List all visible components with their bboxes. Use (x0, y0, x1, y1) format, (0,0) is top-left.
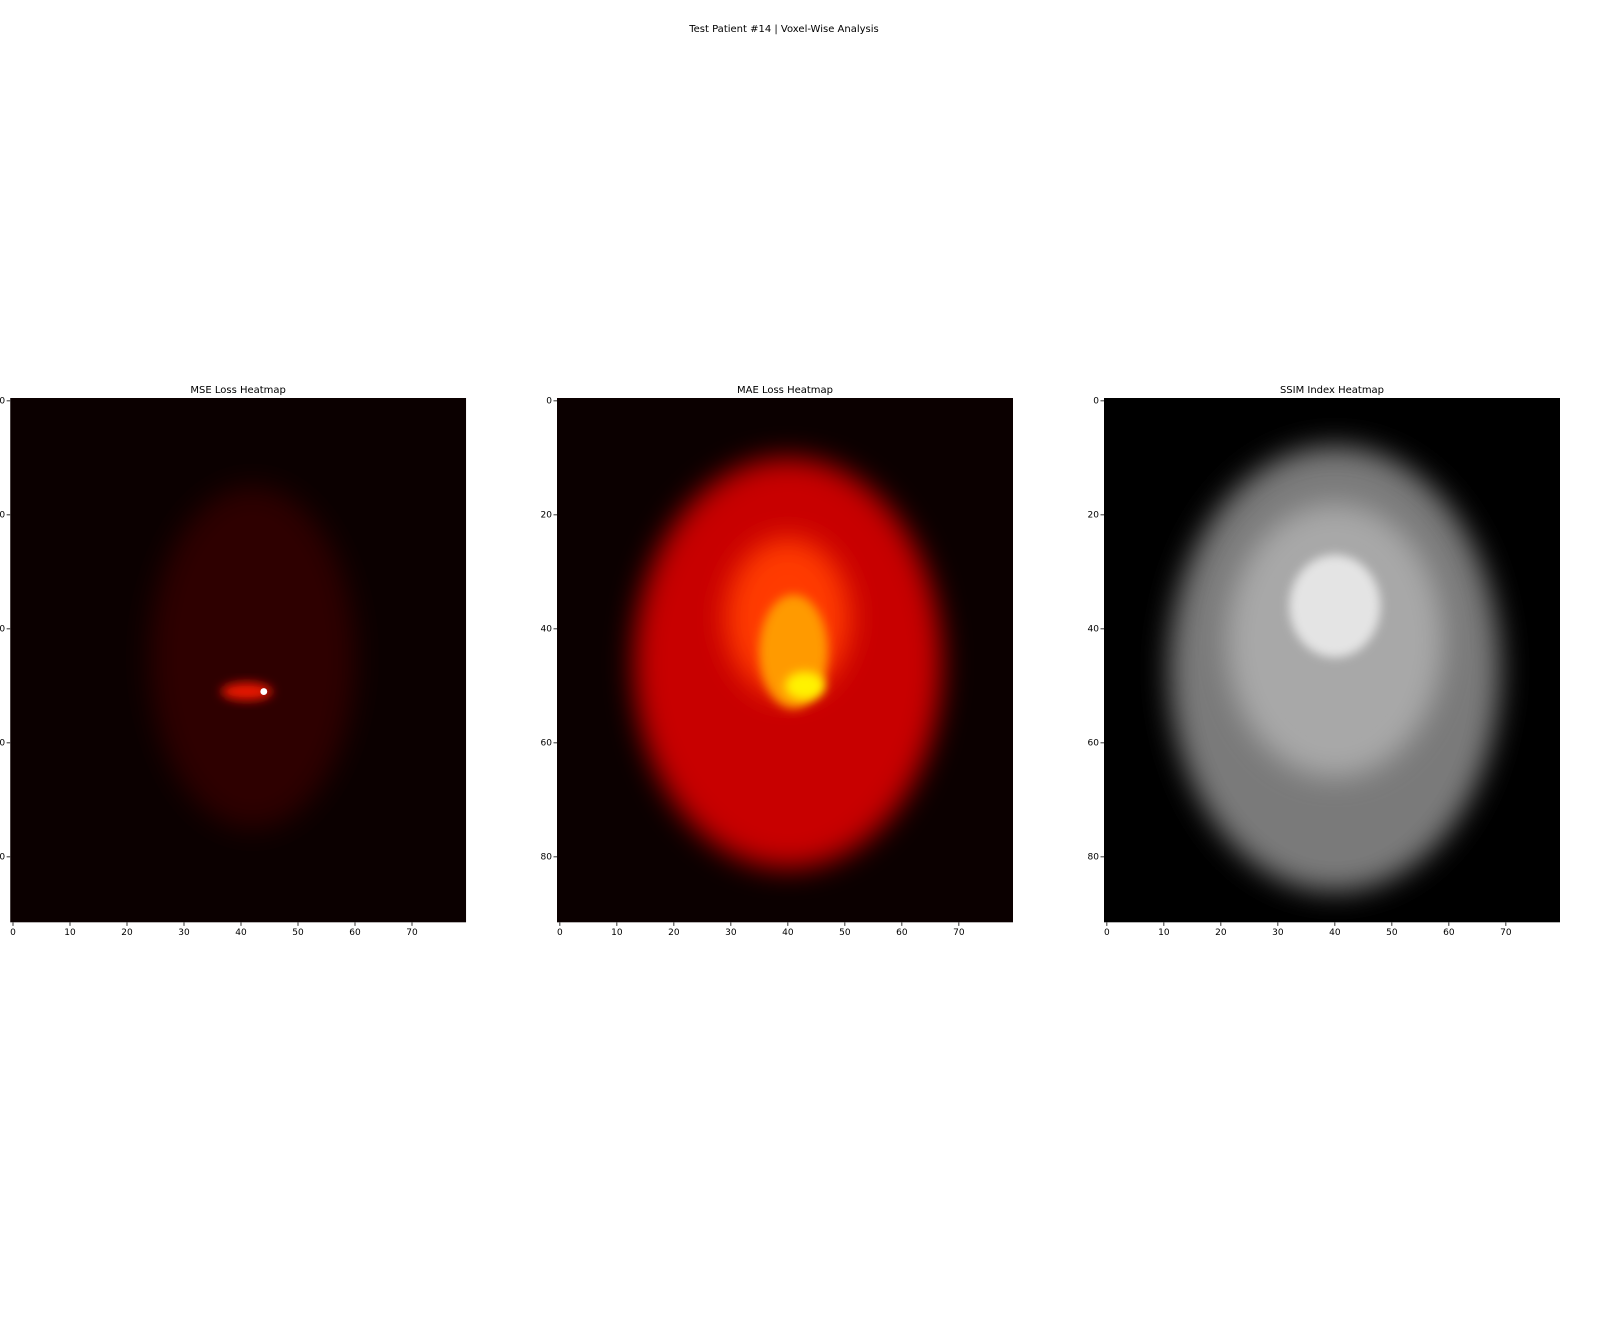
y-tick-label: 60 (1088, 738, 1100, 748)
heatmap-region (260, 688, 268, 695)
heatmap-region (149, 486, 355, 829)
y-tick-label: 80 (0, 852, 5, 862)
heatmap-image (557, 398, 1013, 923)
figure-title: Test Patient #14 | Voxel-Wise Analysis (688, 24, 879, 35)
x-tick-label: 10 (64, 928, 76, 938)
x-tick-label: 50 (839, 928, 851, 938)
y-tick-label: 60 (0, 738, 5, 748)
y-tick-label: 0 (0, 396, 5, 406)
y-tick-label: 20 (1088, 510, 1100, 520)
x-tick-label: 60 (896, 928, 908, 938)
y-tick-label: 20 (541, 510, 553, 520)
x-tick-label: 60 (1443, 928, 1455, 938)
x-tick-label: 30 (1272, 928, 1284, 938)
x-tick-label: 0 (10, 928, 16, 938)
y-tick-label: 0 (546, 396, 552, 406)
y-tick-label: 0 (1093, 396, 1099, 406)
panel-title: MSE Loss Heatmap (190, 385, 286, 396)
x-tick-label: 50 (292, 928, 304, 938)
x-tick-label: 40 (235, 928, 247, 938)
heatmap-panel: SSIM Index Heatmap 0 10 20 30 40 50 60 70 0 20 40 60… (1088, 385, 1560, 938)
heatmap-image (10, 398, 467, 923)
panel-title: SSIM Index Heatmap (1280, 385, 1384, 396)
x-tick-label: 40 (782, 928, 794, 938)
y-tick-label: 40 (1088, 624, 1100, 634)
y-tick-label: 80 (541, 852, 553, 862)
x-tick-label: 40 (1329, 928, 1341, 938)
y-tick-label: 60 (541, 738, 553, 748)
heatmap-panel: MAE Loss Heatmap 0 10 20 30 40 50 60 70 0 20 40 60 80 (541, 385, 1013, 938)
x-tick-label: 70 (1500, 928, 1512, 938)
x-tick-label: 70 (406, 928, 418, 938)
heatmap-image (1104, 398, 1560, 923)
x-tick-label: 30 (725, 928, 737, 938)
x-tick-label: 10 (611, 928, 623, 938)
x-tick-label: 20 (668, 928, 680, 938)
x-tick-label: 60 (349, 928, 361, 938)
x-tick-label: 0 (557, 928, 563, 938)
x-tick-label: 0 (1104, 928, 1110, 938)
heatmap-region (785, 671, 825, 701)
heatmap-region (221, 682, 273, 701)
x-tick-label: 50 (1386, 928, 1398, 938)
x-tick-label: 70 (953, 928, 965, 938)
y-tick-label: 40 (541, 624, 553, 634)
x-tick-label: 10 (1158, 928, 1170, 938)
x-tick-label: 20 (121, 928, 133, 938)
heatmap-region (1289, 554, 1381, 658)
y-tick-label: 40 (0, 624, 5, 634)
heatmap-panel: MSE Loss Heatmap 0 10 20 30 40 50 60 70 0 20 40 60 80 (0, 385, 467, 938)
x-tick-label: 20 (1215, 928, 1227, 938)
y-tick-label: 80 (1088, 852, 1100, 862)
x-tick-label: 30 (178, 928, 190, 938)
panel-title: MAE Loss Heatmap (737, 385, 833, 396)
y-tick-label: 20 (0, 510, 5, 520)
